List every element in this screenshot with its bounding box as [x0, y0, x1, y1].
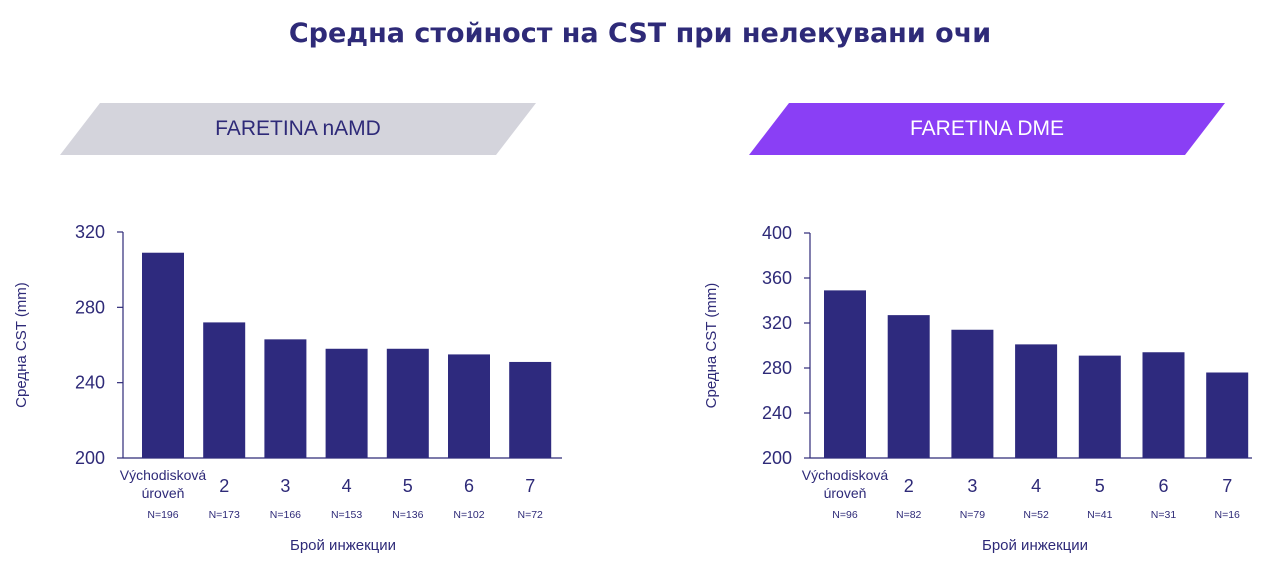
x-n-label: N=136	[392, 509, 423, 521]
y-tick-label: 240	[762, 403, 792, 423]
banner-dme-label: FARETINA DME	[909, 117, 1065, 140]
bar	[1015, 344, 1058, 458]
x-n-label: N=196	[147, 509, 178, 521]
bar	[325, 348, 368, 458]
y-tick-label: 280	[762, 358, 792, 378]
x-category-label: 5	[1095, 476, 1105, 496]
y-tick-label: 280	[75, 297, 105, 317]
y-tick-label: 360	[762, 268, 792, 288]
x-category-label: 2	[904, 476, 914, 496]
x-category-label: 3	[280, 476, 290, 496]
bar	[887, 315, 930, 458]
x-n-label: N=166	[270, 509, 301, 521]
y-tick-label: 400	[762, 223, 792, 243]
x-category-label: 6	[464, 476, 474, 496]
bar	[203, 322, 246, 458]
chart-namd: 200 240 280 320 Средна CST (mm) Východisková ú…	[13, 222, 562, 554]
x-axis-label: Брой инжекции	[290, 537, 396, 554]
y-tick-label: 200	[75, 448, 105, 468]
bar	[509, 361, 552, 458]
y-axis-label: Средна CST (mm)	[703, 283, 720, 409]
x-n-label: N=79	[960, 509, 986, 521]
y-axis-label: Средна CST (mm)	[13, 282, 30, 408]
page-title: Средна стойност на CST при нелекувани оч…	[288, 18, 992, 49]
x-category-label: 4	[342, 476, 352, 496]
x-n-label: N=52	[1023, 509, 1049, 521]
x-n-label: N=173	[209, 509, 240, 521]
x-category-label: 4	[1031, 476, 1041, 496]
x-n-label: N=82	[896, 509, 922, 521]
x-category-label: Východisková úroveň	[802, 467, 889, 501]
bar	[264, 339, 307, 458]
x-category-label: 6	[1158, 476, 1168, 496]
x-n-label: N=41	[1087, 509, 1113, 521]
y-tick-label: 200	[762, 448, 792, 468]
x-n-label: N=96	[832, 509, 858, 521]
banner-dme: FARETINA DME	[749, 103, 1225, 155]
x-category-label: 5	[403, 476, 413, 496]
x-n-label: N=72	[517, 509, 543, 521]
x-n-label: N=102	[453, 509, 484, 521]
x-category-label: 2	[219, 476, 229, 496]
x-category-label: 7	[525, 476, 535, 496]
banner-dme-shape	[749, 103, 1225, 155]
x-category-label: 3	[967, 476, 977, 496]
bar	[1078, 355, 1121, 458]
bar	[951, 329, 994, 458]
bar	[386, 348, 429, 458]
bar	[448, 354, 490, 458]
bar	[1206, 372, 1249, 458]
y-tick-label: 320	[762, 313, 792, 333]
banner-namd-label: FARETINA nAMD	[215, 117, 381, 140]
x-category-label: Východisková úroveň	[120, 467, 207, 501]
x-n-label: N=16	[1214, 509, 1240, 521]
banner-namd-shape	[60, 103, 536, 155]
y-tick-label: 240	[75, 373, 105, 393]
x-n-label: N=31	[1151, 509, 1177, 521]
y-tick-label: 320	[75, 222, 105, 242]
chart-dme: 200 240 280 320 360 400 Средна CST (mm) Východi…	[703, 223, 1252, 554]
bar	[142, 252, 184, 458]
bar	[1142, 352, 1185, 458]
banner-namd: FARETINA nAMD	[60, 103, 536, 155]
x-category-label: 7	[1222, 476, 1232, 496]
x-n-label: N=153	[331, 509, 362, 521]
bar	[824, 290, 866, 458]
x-axis-label: Брой инжекции	[982, 537, 1088, 554]
